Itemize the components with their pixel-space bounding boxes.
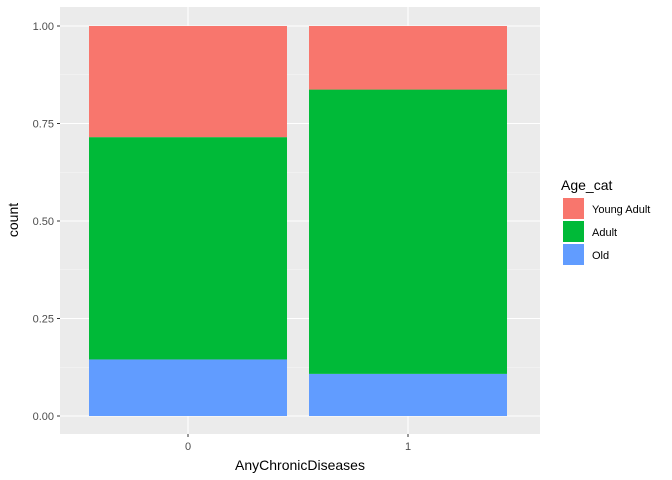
bar-young-adult-1 (309, 26, 507, 90)
legend-label: Adult (592, 227, 617, 239)
y-axis-title: count (5, 203, 21, 237)
y-axis: 0.00 0.25 0.50 0.75 1.00 (33, 21, 60, 423)
x-axis-title: AnyChronicDiseases (235, 457, 365, 473)
bar-young-adult-0 (89, 26, 287, 138)
bars (89, 26, 507, 416)
legend-label: Young Adult (592, 204, 650, 216)
y-tick-label: 0.50 (33, 216, 54, 228)
bar-old-0 (89, 359, 287, 416)
legend-label: Old (592, 250, 609, 262)
legend-key-adult (563, 221, 584, 242)
x-tick-label: 1 (405, 441, 411, 453)
y-tick-label: 0.00 (33, 411, 54, 423)
bar-old-1 (309, 373, 507, 416)
y-tick-label: 0.25 (33, 314, 54, 326)
legend: Age_cat Young Adult Adult Old (561, 177, 650, 265)
legend-key-old (563, 244, 584, 265)
x-tick-label: 0 (185, 441, 191, 453)
y-tick-label: 0.75 (33, 119, 54, 131)
legend-title: Age_cat (561, 177, 612, 193)
bar-adult-1 (309, 89, 507, 374)
legend-key-young-adult (563, 198, 584, 219)
bar-adult-0 (89, 137, 287, 360)
y-tick-label: 1.00 (33, 21, 54, 33)
